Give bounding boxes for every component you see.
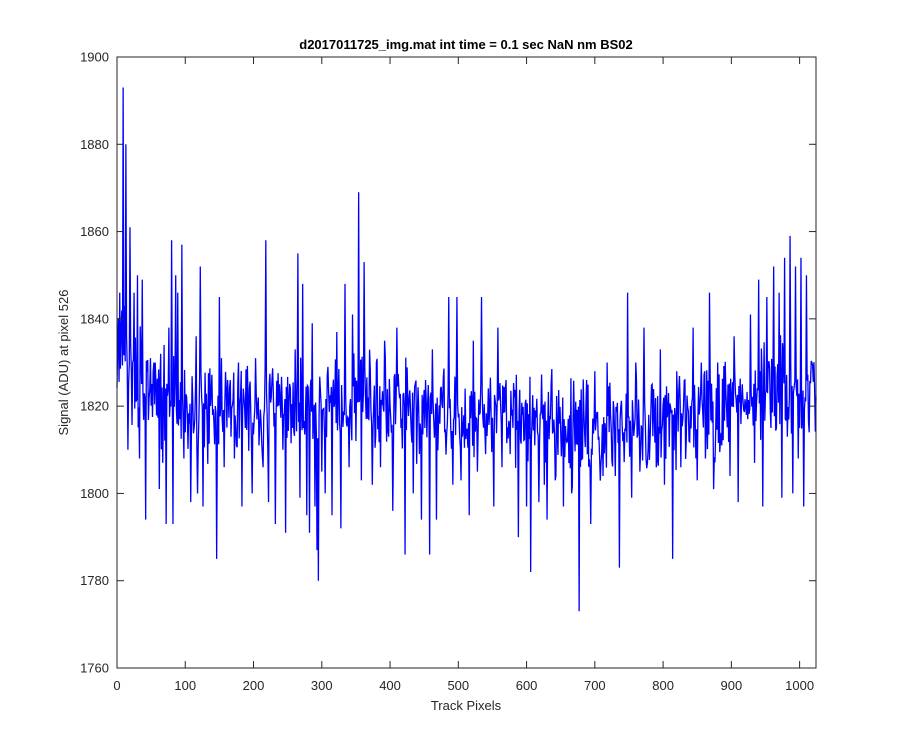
x-tick-label: 0	[113, 678, 120, 693]
y-tick-label: 1860	[80, 224, 109, 239]
x-tick-label: 300	[311, 678, 333, 693]
x-tick-label: 500	[447, 678, 469, 693]
x-tick-label: 100	[174, 678, 196, 693]
x-tick-label: 800	[652, 678, 674, 693]
y-tick-label: 1760	[80, 661, 109, 676]
y-tick-label: 1880	[80, 137, 109, 152]
axes-background	[117, 57, 816, 668]
x-tick-label: 1000	[785, 678, 814, 693]
y-tick-label: 1840	[80, 311, 109, 326]
y-tick-label: 1820	[80, 399, 109, 414]
y-ticks: 1760 1780 1800 1820 1840 1860 1880 1900	[80, 50, 816, 676]
y-tick-label: 1800	[80, 486, 109, 501]
series-line	[116, 87, 817, 612]
chart-title: d2017011725_img.mat int time = 0.1 sec N…	[299, 37, 632, 52]
x-tick-label: 700	[584, 678, 606, 693]
x-tick-label: 400	[379, 678, 401, 693]
series-layer	[116, 87, 817, 612]
axes-box	[116, 56, 817, 669]
y-tick-label: 1900	[80, 50, 109, 65]
x-axis-label: Track Pixels	[431, 698, 502, 713]
x-tick-label: 600	[516, 678, 538, 693]
x-ticks: 0 100 200 300 400 500 600 700 800 900 1000	[113, 57, 814, 693]
x-tick-label: 200	[243, 678, 265, 693]
y-axis-label: Signal (ADU) at pixel 526	[56, 290, 71, 436]
x-tick-label: 900	[721, 678, 743, 693]
y-tick-label: 1780	[80, 573, 109, 588]
